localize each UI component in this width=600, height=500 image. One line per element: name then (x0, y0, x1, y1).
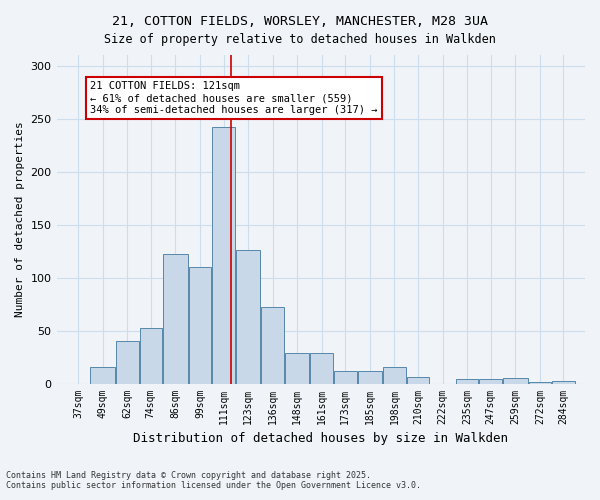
Text: 21, COTTON FIELDS, WORSLEY, MANCHESTER, M28 3UA: 21, COTTON FIELDS, WORSLEY, MANCHESTER, … (112, 15, 488, 28)
Bar (188, 267, 211, 384)
Bar (212, 127, 235, 384)
Bar (236, 250, 260, 384)
Bar (163, 254, 188, 384)
Text: Size of property relative to detached houses in Walkden: Size of property relative to detached ho… (104, 32, 496, 46)
Bar (383, 366, 406, 384)
Bar (456, 380, 478, 384)
X-axis label: Distribution of detached houses by size in Walkden: Distribution of detached houses by size … (133, 432, 508, 445)
Bar (407, 377, 430, 384)
Bar (529, 382, 551, 384)
Bar (91, 366, 115, 384)
Bar (140, 328, 162, 384)
Bar (310, 353, 333, 384)
Bar (503, 378, 527, 384)
Bar (334, 371, 356, 384)
Bar (116, 341, 139, 384)
Bar (262, 307, 284, 384)
Bar (552, 382, 575, 384)
Bar (479, 380, 502, 384)
Text: 21 COTTON FIELDS: 121sqm
← 61% of detached houses are smaller (559)
34% of semi-: 21 COTTON FIELDS: 121sqm ← 61% of detach… (90, 82, 377, 114)
Bar (285, 353, 310, 384)
Bar (358, 371, 382, 384)
Y-axis label: Number of detached properties: Number of detached properties (15, 122, 25, 317)
Text: Contains HM Land Registry data © Crown copyright and database right 2025.
Contai: Contains HM Land Registry data © Crown c… (6, 470, 421, 490)
